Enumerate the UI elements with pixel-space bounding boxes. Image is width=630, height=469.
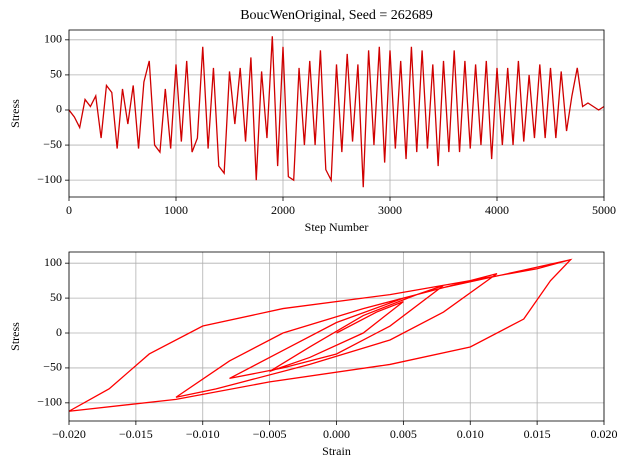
y-tick-label: −100 <box>37 172 62 186</box>
x-tick-label: 1000 <box>164 203 188 217</box>
y-tick-label: −100 <box>37 395 62 409</box>
y-tick-label: −50 <box>43 137 62 151</box>
line-series <box>69 36 604 188</box>
x-tick-label: 0.010 <box>457 427 484 441</box>
y-axis-label: Stress <box>8 322 22 351</box>
x-tick-label: 2000 <box>271 203 295 217</box>
x-tick-label: 4000 <box>485 203 509 217</box>
y-tick-label: 100 <box>44 255 62 269</box>
x-tick-label: 3000 <box>378 203 402 217</box>
y-tick-label: 50 <box>50 290 62 304</box>
x-tick-label: −0.005 <box>253 427 287 441</box>
chart-title: BoucWenOriginal, Seed = 262689 <box>240 8 433 23</box>
x-axis-label: Strain <box>322 444 351 458</box>
x-tick-label: 0.020 <box>591 427 618 441</box>
x-tick-label: −0.020 <box>52 427 86 441</box>
y-axis-label: Stress <box>8 99 22 128</box>
x-tick-label: −0.010 <box>186 427 220 441</box>
x-axis-label: Step Number <box>305 220 369 234</box>
x-tick-label: 0.005 <box>390 427 417 441</box>
x-tick-label: 0.000 <box>323 427 350 441</box>
line-series <box>69 258 573 412</box>
x-tick-label: 5000 <box>592 203 616 217</box>
x-tick-label: −0.015 <box>119 427 153 441</box>
y-tick-label: 0 <box>56 102 62 116</box>
x-tick-label: 0.015 <box>524 427 551 441</box>
y-tick-label: 0 <box>56 325 62 339</box>
x-tick-label: 0 <box>66 203 72 217</box>
plot-frame <box>68 251 605 422</box>
y-tick-label: 100 <box>44 32 62 46</box>
plot-frame <box>68 29 605 198</box>
y-tick-label: 50 <box>50 67 62 81</box>
y-tick-label: −50 <box>43 360 62 374</box>
